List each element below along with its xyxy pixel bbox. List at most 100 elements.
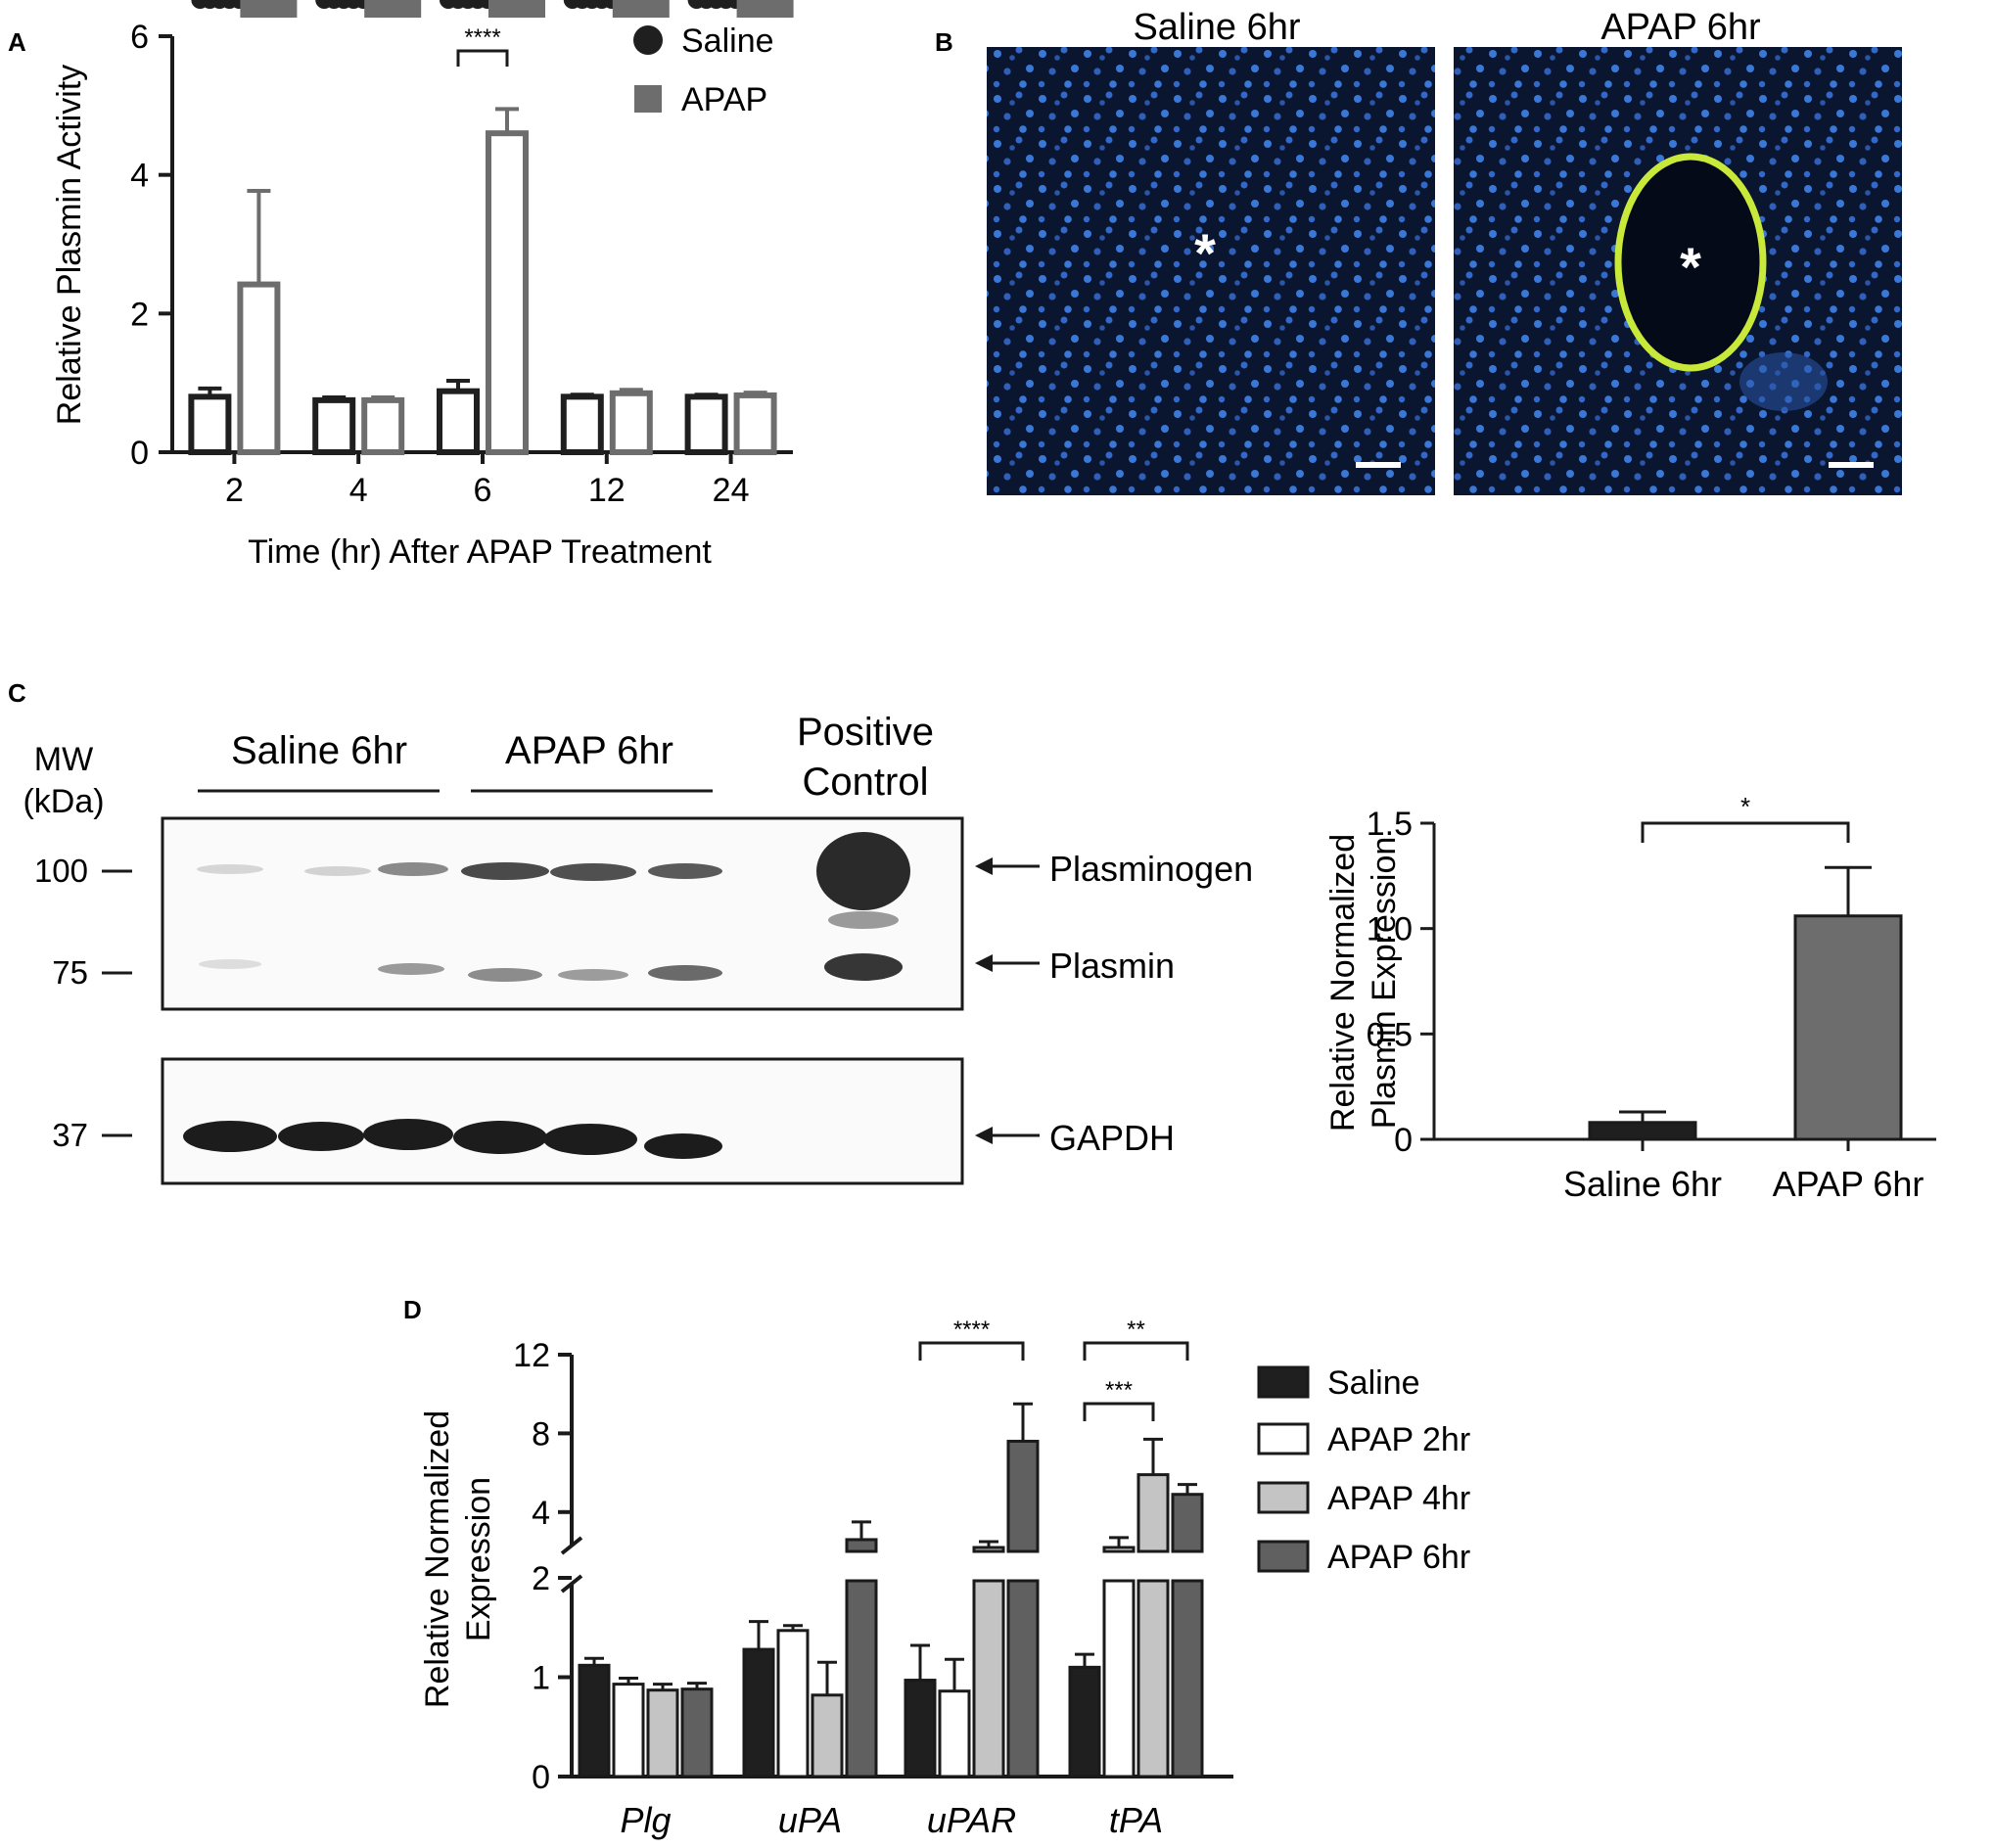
blot-group-apap: APAP 6hr — [505, 729, 673, 772]
mw-label-line2: (kDa) — [23, 783, 104, 820]
fibrin-stain-ring — [1614, 153, 1767, 372]
d-bar — [938, 1689, 971, 1779]
d-bar — [646, 1688, 679, 1779]
a-point-apap — [528, 0, 545, 18]
band-plasminogen-lane5 — [550, 863, 636, 881]
band-gapdh-lane2 — [278, 1122, 364, 1151]
a-point-apap — [775, 0, 794, 18]
d-bar — [904, 1679, 937, 1779]
d-legend-label: Saline — [1327, 1364, 1420, 1402]
d-axis-break-upper — [560, 1536, 583, 1555]
d-significance-bracket — [1083, 1402, 1155, 1421]
d-bar — [776, 1629, 810, 1779]
arrow-head-gapdh — [975, 1127, 993, 1144]
band-plasminogen-lane3 — [378, 862, 448, 876]
d-bar — [680, 1687, 714, 1779]
d-y-tick-label: 12 — [513, 1337, 550, 1374]
a-x-tick-label: 4 — [349, 472, 368, 509]
c-bar — [1588, 1121, 1697, 1141]
marker-75: 75 — [52, 954, 88, 991]
d-bar-lower-segment — [1136, 1579, 1170, 1779]
panel-label-c: C — [8, 678, 26, 708]
band-plasmin-lane1 — [199, 959, 261, 969]
marker-100: 100 — [34, 853, 88, 889]
d-x-tick-label: uPA — [778, 1800, 842, 1840]
fibrin-stain-diffuse — [1739, 352, 1828, 411]
d-bar-upper-segment — [972, 1546, 1005, 1553]
d-significance-bracket — [1083, 1341, 1189, 1361]
d-axis-break-lower — [560, 1574, 583, 1594]
vessel-marker-apap: * — [1680, 236, 1701, 298]
vessel-marker-saline: * — [1194, 222, 1216, 284]
a-bar-saline — [188, 393, 232, 456]
d-bar — [1068, 1665, 1101, 1779]
blot-lower — [161, 1057, 964, 1185]
d-y-tick-label: 4 — [532, 1495, 550, 1532]
d-legend-label: APAP 6hr — [1327, 1539, 1470, 1576]
panel-label-a: A — [8, 27, 26, 57]
d-y-tick-label: 8 — [532, 1415, 550, 1453]
c-significance-bracket — [1641, 821, 1850, 843]
marker-37: 37 — [52, 1117, 88, 1153]
a-bar-saline — [560, 393, 604, 456]
a-bar-saline — [437, 388, 480, 455]
c-x-tick-label: APAP 6hr — [1773, 1164, 1924, 1204]
d-bar-lower-segment — [1006, 1579, 1040, 1779]
band-label-plasminogen: Plasminogen — [1049, 849, 1253, 889]
d-bar-lower-segment — [972, 1579, 1005, 1779]
a-significance-label: **** — [464, 24, 500, 51]
a-x-tick-label: 2 — [225, 472, 244, 509]
d-x-tick-label: tPA — [1109, 1800, 1163, 1840]
a-y-tick-label: 6 — [130, 19, 149, 56]
d-bar — [742, 1647, 775, 1779]
scale-bar-apap — [1829, 462, 1874, 468]
a-x-tick-label: 6 — [474, 472, 492, 509]
band-gapdh-lane4 — [453, 1121, 547, 1154]
band-intermediate-control — [828, 911, 899, 929]
a-bar-apap — [486, 130, 529, 456]
micro-title-apap: APAP 6hr — [1600, 7, 1761, 48]
microscopy-panel: Saline 6hr APAP 6hr * * — [987, 7, 1902, 495]
a-y-tick-label: 2 — [130, 296, 149, 333]
a-significance-bracket — [456, 49, 509, 67]
a-bar-apap — [237, 281, 281, 456]
band-plasmin-control — [824, 953, 903, 981]
a-legend-label-apap: APAP — [681, 81, 767, 118]
d-significance-label: *** — [1105, 1377, 1133, 1404]
a-point-apap — [651, 0, 670, 18]
d-legend-swatch — [1257, 1365, 1310, 1399]
d-bar-lower-segment — [845, 1579, 878, 1779]
band-plasminogen-lane4 — [461, 862, 549, 880]
a-y-tick-label: 0 — [130, 435, 149, 472]
micrograph-saline — [987, 47, 1435, 495]
d-y-tick-label: 1 — [532, 1660, 550, 1697]
band-gapdh-lane1 — [183, 1121, 277, 1152]
a-x-tick-label: 12 — [588, 472, 626, 509]
positive-control-line2: Control — [803, 761, 929, 804]
d-y-axis-title-line1: Relative Normalized — [419, 1410, 456, 1708]
a-point-apap — [403, 0, 422, 18]
micro-title-saline: Saline 6hr — [1133, 7, 1300, 48]
blot-group-saline: Saline 6hr — [231, 729, 407, 772]
d-y-axis-title-line2: Expression — [460, 1477, 497, 1641]
band-label-gapdh: GAPDH — [1049, 1118, 1175, 1158]
band-gapdh-lane5 — [543, 1124, 637, 1155]
a-bar-saline — [312, 396, 356, 455]
a-y-tick-label: 4 — [130, 158, 149, 195]
a-point-apap — [279, 0, 298, 18]
d-x-tick-label: uPAR — [927, 1800, 1016, 1840]
c-y-tick-label: 0 — [1394, 1122, 1413, 1159]
panel-label-d: D — [403, 1295, 422, 1324]
d-bar-lower-segment — [1102, 1579, 1136, 1779]
a-bar-apap — [361, 396, 405, 455]
d-y-tick-label: 2 — [532, 1560, 550, 1597]
band-plasminogen-control — [816, 832, 910, 910]
d-bar — [612, 1683, 645, 1779]
positive-control-line1: Positive — [797, 711, 934, 754]
d-bar — [811, 1693, 844, 1779]
band-plasminogen-lane2 — [304, 866, 371, 876]
c-y-axis-title-line2: Plasmin Expression — [1366, 837, 1403, 1130]
d-significance-bracket — [918, 1341, 1025, 1361]
a-legend-swatch-saline — [633, 25, 663, 55]
